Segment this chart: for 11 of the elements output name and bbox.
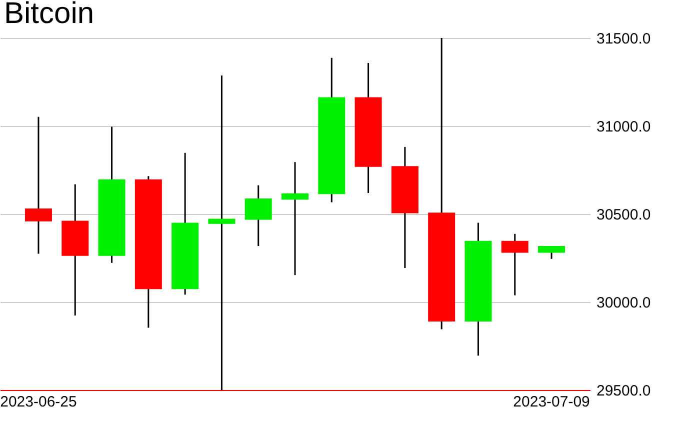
- x-tick-label: 2023-06-25: [0, 394, 77, 410]
- y-tick-label: 31500.0: [596, 30, 651, 48]
- chart-title: Bitcoin: [4, 0, 94, 30]
- y-tick-label: 30500.0: [596, 206, 651, 224]
- candlestick: [24, 116, 52, 254]
- candlestick: [208, 75, 236, 390]
- y-tick-label: 29500.0: [596, 382, 651, 400]
- y-tick-label: 31000.0: [596, 118, 651, 136]
- candlestick: [282, 162, 308, 276]
- y-tick-label: 30000.0: [596, 294, 651, 312]
- x-tick-label: 2023-07-09: [513, 394, 590, 410]
